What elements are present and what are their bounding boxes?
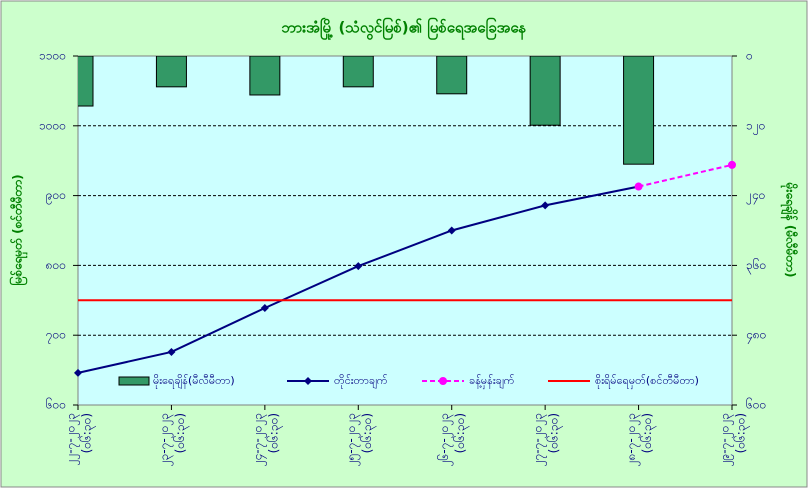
x-tick-label: ၂၉-၇-၂၀၂၃ <box>718 413 735 466</box>
x-tick-label: ၂၃-၇-၂၀၂၃ <box>157 413 174 466</box>
x-tick-label: (၀၆:၃၀) <box>265 413 283 453</box>
x-tick-label: ၂၇-၇-၂၀၂၃ <box>531 413 548 466</box>
legend-label: ခန့်မှန်းချက် <box>469 374 515 389</box>
y-tick-label: ၆၀၀ <box>46 397 66 412</box>
y2-axis-label: မိုးရေချိန် (မီလီမီတာ) <box>780 182 800 278</box>
x-tick-label: ၂၄-၇-၂၀၂၃ <box>250 413 267 466</box>
bar <box>342 56 374 88</box>
y-tick-label: ၇၀၀ <box>46 328 66 345</box>
y-tick-label: ၁၀၀၀ <box>39 118 66 132</box>
bar <box>623 56 655 165</box>
y-axis-label: မြစ်ရေမှတ် (စင်တီမီတာ) <box>8 174 29 285</box>
plot-area <box>77 55 733 406</box>
marker <box>74 368 82 377</box>
marker <box>728 160 736 169</box>
y2-tick-label: ၂၄၀ <box>746 188 765 205</box>
legend-label: မိုးရေချိန်(မီလီမီတာ) <box>153 374 235 389</box>
x-tick-label: (၀၆:၃၀) <box>359 413 377 453</box>
marker <box>447 226 456 235</box>
marker <box>167 347 176 356</box>
y2-tick-label: ၁၂၀ <box>746 118 765 135</box>
legend-label: စိုးရိမ်ရေမှတ်(စင်တီမီတာ) <box>595 374 699 389</box>
bar <box>78 56 94 107</box>
x-tick-label: ၂၂-၇-၂၀၂၃ <box>64 413 81 466</box>
y-tick-label: ၈၀၀ <box>46 258 66 272</box>
x-tick-label: (၀၆:၃၀) <box>452 413 470 453</box>
bar <box>529 56 561 126</box>
marker <box>541 201 550 210</box>
legend-marker <box>304 377 312 385</box>
y-tick-label: ၉၀၀ <box>46 188 66 205</box>
y-tick-label: ၁၁၀၀ <box>39 49 66 63</box>
marker <box>354 262 363 271</box>
x-tick-label: ၂၅-၇-၂၀၂၃ <box>344 413 361 466</box>
x-tick-label: ၂၈-၇-၂၀၂၃ <box>624 413 641 466</box>
y2-tick-label: ၀ <box>746 49 753 63</box>
x-tick-label: (၀၆:၃၀) <box>79 413 97 453</box>
legend-marker <box>439 377 447 385</box>
x-tick-label: (၀၆:၃၀) <box>639 413 657 453</box>
y2-tick-label: ၆၀၀ <box>746 397 766 412</box>
bar <box>249 56 281 96</box>
bar <box>436 56 468 95</box>
marker <box>260 303 269 312</box>
x-tick-label: ၂၆-၇-၂၀၂၃ <box>436 413 454 466</box>
legend-swatch <box>118 376 150 386</box>
marker <box>634 182 643 191</box>
y2-tick-label: ၃၆၀ <box>746 257 766 275</box>
bar <box>155 56 187 88</box>
x-tick-label: (၀၆:၃၀) <box>172 413 190 453</box>
legend-label: တိုင်းတာချက် <box>334 374 388 389</box>
x-tick-label: (၀၆:၃၀) <box>733 413 751 453</box>
y2-tick-label: ၄၈၀ <box>746 328 766 345</box>
x-tick-label: (၀၆:၃၀) <box>546 413 564 453</box>
